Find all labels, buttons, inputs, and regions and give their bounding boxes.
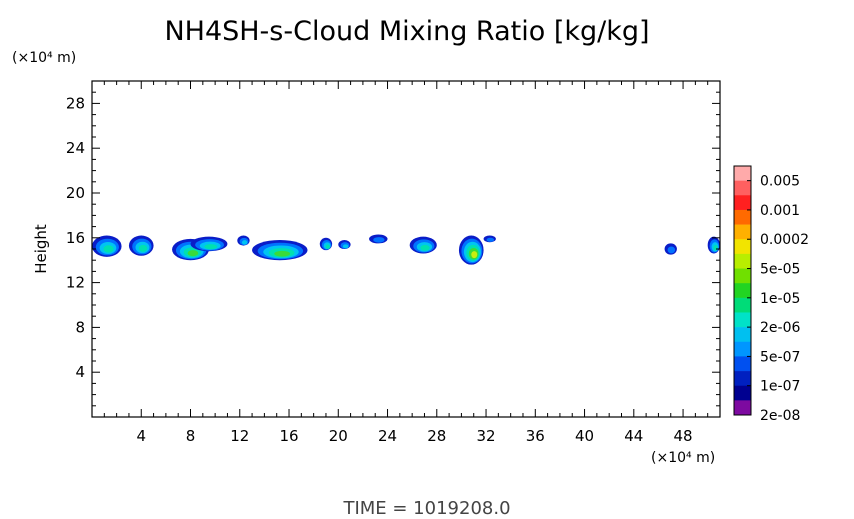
cloud-patch [369,234,388,244]
x-tick-label: 32 [476,427,495,445]
cloud-patch [664,243,677,255]
colorbar: 0.005 0.001 0.0002 5e-05 1e-05 2e-06 5e-07 1e-0… [733,165,809,424]
cloud-contour [325,244,330,249]
y-tick-label: 28 [66,94,85,112]
cloud-contour [241,240,248,245]
x-tick-label: 24 [378,427,397,445]
cloud-contour [274,250,291,257]
cloud-contour [471,251,478,259]
colorbar-swatch [734,341,751,357]
y-unit-label: (×10⁴ m) [12,50,76,66]
cloud-contour [138,244,148,252]
cloud-contour [187,250,199,257]
cloud-field [92,234,720,265]
x-tick-label: 40 [575,427,594,445]
y-tick-label: 4 [75,363,85,381]
cloud-contour [713,244,718,251]
colorbar-swatch [734,356,751,372]
cloud-patch [319,237,333,251]
axis-ticks [92,81,720,417]
cloud-patch [409,236,437,254]
y-tick-label: 20 [66,184,85,202]
cloud-contour [486,237,495,242]
colorbar-swatch [734,283,751,299]
y-tick-label: 16 [66,229,85,247]
y-tick-labels: 4 8 12 16 20 24 28 [66,94,85,381]
x-tick-label: 36 [526,427,545,445]
x-tick-label: 44 [624,427,643,445]
colorbar-label: 2e-08 [760,408,800,424]
cloud-patch [237,235,250,246]
colorbar-frame [733,165,752,416]
colorbar-label: 2e-06 [760,320,800,336]
colorbar-swatch [734,268,751,284]
cloud-contour [204,244,218,250]
colorbar-label: 0.0002 [760,232,809,248]
colorbar-label: 1e-05 [760,291,800,307]
cloud-contour [667,246,676,254]
colorbar-label: 0.001 [760,203,800,219]
colorbar-swatch [734,239,751,255]
colorbar-swatch [734,400,751,416]
colorbar-label: 5e-07 [760,349,800,365]
colorbar-swatch [734,385,751,401]
x-tick-label: 16 [279,427,298,445]
y-tick-label: 24 [66,139,85,157]
colorbar-swatch [734,297,751,313]
colorbar-swatch [734,209,751,225]
x-tick-label: 28 [427,427,446,445]
colorbar-swatch [734,166,751,181]
x-tick-label: 20 [329,427,348,445]
x-unit-label: (×10⁴ m) [651,450,715,466]
cloud-patch [252,240,308,261]
colorbar-swatch [734,180,751,196]
cloud-patch [483,235,496,243]
colorbar-label: 5e-05 [760,262,800,278]
cloud-contour [373,237,385,243]
colorbar-swatch [734,312,751,328]
chart-title: NH4SH-s-Cloud Mixing Ratio [kg/kg] [164,16,649,47]
cloud-patch [707,236,720,254]
x-tick-label: 48 [674,427,693,445]
y-axis-label: Height [32,224,50,274]
colorbar-swatch [734,327,751,343]
cloud-patch [190,236,228,252]
cloud-patch [128,235,154,256]
colorbar-label: 0.005 [760,174,800,190]
colorbar-swatch [734,253,751,269]
x-tick-labels: 4 8 12 16 20 24 28 32 36 40 44 48 [136,427,692,445]
colorbar-label: 1e-07 [760,379,800,395]
colorbar-swatch [734,195,751,211]
colorbar-swatch [734,371,751,387]
cloud-patch [458,235,484,265]
cloud-contour [103,245,114,253]
time-label: TIME = 1019208.0 [342,498,510,519]
y-tick-label: 12 [66,274,85,292]
cloud-patch [92,235,122,257]
x-tick-label: 4 [136,427,146,445]
x-tick-label: 12 [230,427,249,445]
colorbar-swatch [734,224,751,240]
y-tick-label: 8 [75,318,85,336]
cloud-contour [420,244,430,251]
cloud-contour [342,244,349,249]
x-tick-label: 8 [186,427,196,445]
cloud-patch [338,240,351,250]
